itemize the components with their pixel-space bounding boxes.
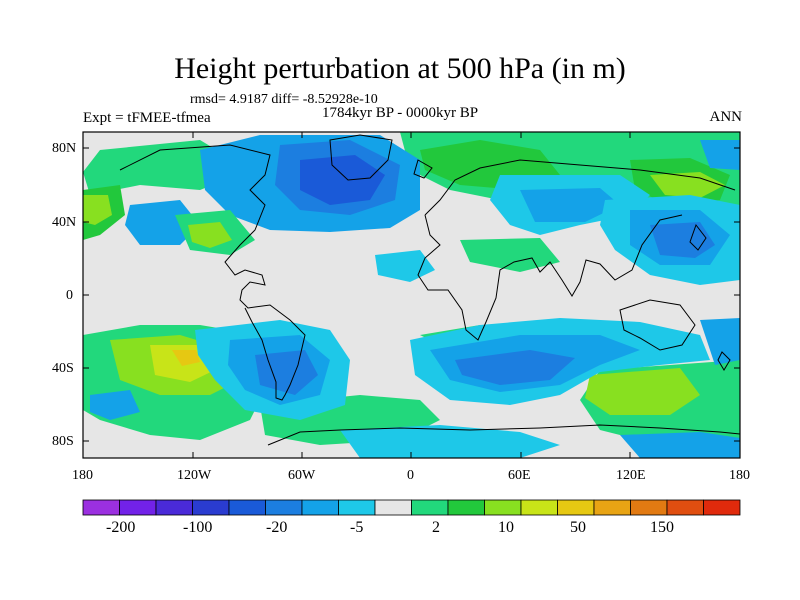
contour-band xyxy=(90,390,140,420)
lon-label-60e: 60E xyxy=(508,468,531,483)
experiment-label: Expt = tFMEE-tfmea xyxy=(83,110,211,126)
colorbar-swatch xyxy=(338,499,376,516)
colorbar-label: -5 xyxy=(350,519,364,536)
contour-band xyxy=(700,318,740,365)
colorbar-swatch xyxy=(484,499,522,516)
colorbar-swatch xyxy=(265,499,303,516)
lat-label-80n: 80N xyxy=(52,141,77,156)
contour-band xyxy=(375,250,435,282)
rmsd-stats: rmsd= 4.9187 diff= -8.52928e-10 xyxy=(190,92,378,107)
eurasia-north-coast xyxy=(424,159,736,216)
contour-band xyxy=(520,188,620,222)
africa-asia-coast xyxy=(417,214,683,341)
colorbar-swatch xyxy=(82,499,120,516)
contour-band xyxy=(700,140,740,170)
colorbar-swatch xyxy=(374,499,412,516)
colorbar-swatch xyxy=(630,499,668,516)
season-label: ANN xyxy=(709,109,743,125)
colorbar-swatch xyxy=(411,499,449,516)
colorbar-label: 150 xyxy=(650,519,674,536)
colorbar-label: -20 xyxy=(266,519,288,536)
contour-band xyxy=(650,172,725,198)
contour-band xyxy=(188,222,232,248)
map-title: Height perturbation at 500 hPa (in m) xyxy=(174,52,626,85)
colorbar-swatch xyxy=(119,499,157,516)
colorbar xyxy=(82,499,741,516)
colorbar-label: -100 xyxy=(183,519,213,536)
contour-band xyxy=(172,350,200,366)
colorbar-swatch xyxy=(192,499,230,516)
colorbar-label: -200 xyxy=(106,519,136,536)
contour-band xyxy=(340,425,560,458)
new-zealand-coast xyxy=(717,351,731,371)
colorbar-swatch xyxy=(228,499,266,516)
contour-band xyxy=(455,350,575,385)
colorbar-swatch xyxy=(666,499,704,516)
greenland-coast xyxy=(329,134,393,181)
lon-label-120e: 120E xyxy=(616,468,646,483)
lon-label-180w: 180 xyxy=(72,468,93,483)
lat-label-0: 0 xyxy=(66,288,73,303)
lat-label-40s: 40S xyxy=(52,361,74,376)
lat-label-40n: 40N xyxy=(52,215,77,230)
coastlines xyxy=(119,134,740,446)
colorbar-swatch xyxy=(301,499,339,516)
lon-label-60w: 60W xyxy=(288,468,316,483)
lon-label-120w: 120W xyxy=(177,468,212,483)
contour-band xyxy=(83,195,112,225)
contour-band xyxy=(620,432,740,458)
iceland-coast xyxy=(413,159,433,179)
antarctica-coast xyxy=(267,424,740,446)
contour-band xyxy=(300,155,385,205)
axis-ticks xyxy=(83,132,740,458)
contour-band xyxy=(255,350,318,395)
lat-label-80s: 80S xyxy=(52,434,74,449)
colorbar-label: 50 xyxy=(570,519,586,536)
colorbar-swatch xyxy=(557,499,595,516)
colorbar-swatch xyxy=(520,499,558,516)
time-period: 1784kyr BP - 0000kyr BP xyxy=(322,105,479,121)
contour-band xyxy=(585,368,700,415)
colorbar-swatch xyxy=(447,499,485,516)
colorbar-label: 2 xyxy=(432,519,440,536)
lon-label-0: 0 xyxy=(407,468,414,483)
australia-coast xyxy=(619,299,696,351)
colorbar-swatch xyxy=(593,499,631,516)
lon-label-180e: 180 xyxy=(729,468,750,483)
colorbar-label: 10 xyxy=(498,519,514,536)
japan-coast xyxy=(689,223,707,251)
contour-field xyxy=(83,132,740,458)
americas-coast xyxy=(119,144,306,401)
colorbar-swatch xyxy=(703,499,741,516)
contour-band xyxy=(125,200,200,245)
colorbar-swatch xyxy=(155,499,193,516)
